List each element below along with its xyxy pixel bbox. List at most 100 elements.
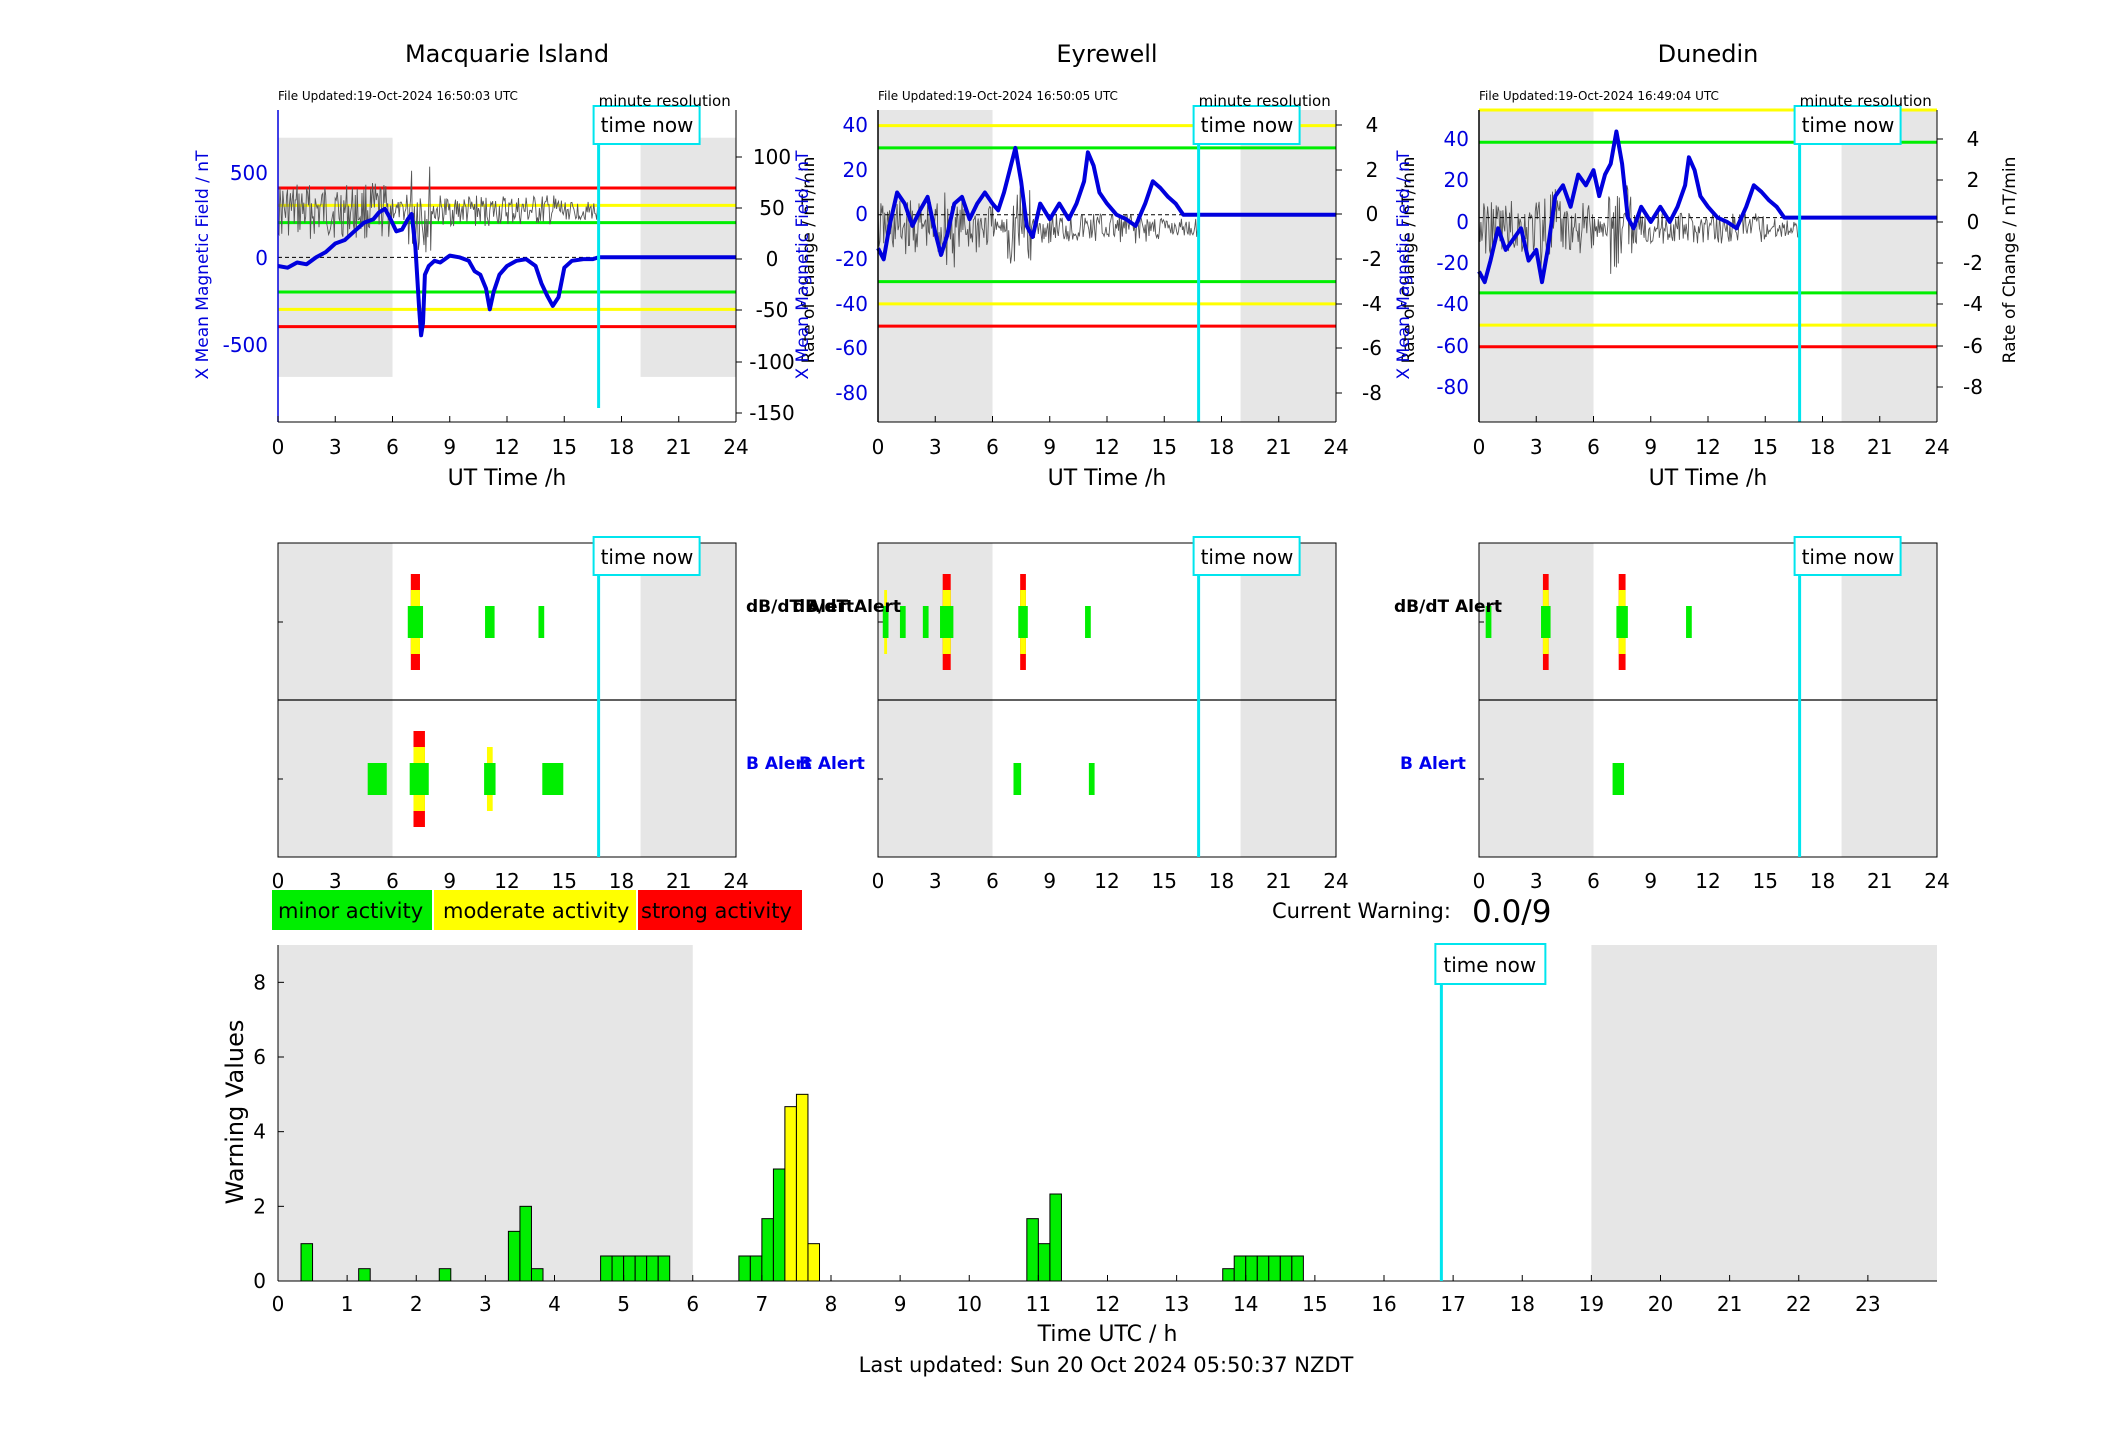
y-tick-left: -60 bbox=[1436, 334, 1469, 358]
y-tick-left: 0 bbox=[1456, 210, 1469, 234]
dbdt-alert-label: dB/dT Alert bbox=[793, 597, 901, 617]
x-tick-label: 21 bbox=[1266, 435, 1291, 459]
night-shade bbox=[878, 110, 993, 422]
x-tick-label: 0 bbox=[272, 869, 285, 893]
warning-bar-minor bbox=[1222, 1268, 1235, 1282]
x-tick-label: 12 bbox=[494, 869, 519, 893]
warning-bar-minor bbox=[438, 1268, 452, 1282]
b-alert-label: B Alert bbox=[799, 754, 865, 774]
x-tick-label: 21 bbox=[1717, 1292, 1742, 1316]
x-tick-label: 21 bbox=[1867, 435, 1892, 459]
warning-bar-moderate bbox=[784, 1106, 797, 1282]
warning-bar-minor bbox=[519, 1205, 532, 1282]
x-tick-label: 9 bbox=[1644, 435, 1657, 459]
magnetic-field-line bbox=[277, 206, 736, 338]
x-tick-label: 12 bbox=[494, 435, 519, 459]
x-tick-label: 22 bbox=[1786, 1292, 1811, 1316]
y-axis-label-left: X Mean Magnetic Field / nT bbox=[793, 150, 813, 380]
alert-bar-minor bbox=[1616, 606, 1628, 638]
warning-bar-minor bbox=[1245, 1255, 1258, 1282]
x-tick-label: 24 bbox=[1323, 869, 1348, 893]
dbdt-alert-label: dB/dT Alert bbox=[746, 597, 854, 617]
x-tick-label: 21 bbox=[666, 869, 691, 893]
x-tick-label: 16 bbox=[1371, 1292, 1396, 1316]
y-tick-label: 8 bbox=[253, 970, 266, 994]
legend-strong-swatch bbox=[638, 890, 802, 930]
x-tick-label: 1 bbox=[341, 1292, 354, 1316]
y-tick-left: -40 bbox=[835, 292, 868, 316]
y-tick-right: -100 bbox=[749, 350, 794, 374]
x-tick-label: 14 bbox=[1233, 1292, 1258, 1316]
x-tick-label: 6 bbox=[386, 435, 399, 459]
x-tick-label: 15 bbox=[1302, 1292, 1327, 1316]
y-axis-label-right: Rate of Change / nT/min bbox=[2000, 157, 2020, 364]
rate-of-change-line bbox=[877, 185, 1199, 268]
station-title: Dunedin bbox=[1658, 40, 1759, 68]
x-tick-label: 24 bbox=[1323, 435, 1348, 459]
alert-bar-minor bbox=[899, 606, 906, 638]
y-tick-right: 4 bbox=[1366, 113, 1379, 137]
time-now-box bbox=[592, 105, 701, 145]
warning-bar-minor bbox=[1026, 1218, 1039, 1282]
x-tick-label: 0 bbox=[272, 1292, 285, 1316]
warning-bar-minor bbox=[1256, 1255, 1270, 1282]
x-tick-label: 19 bbox=[1579, 1292, 1604, 1316]
warning-bar-moderate bbox=[807, 1243, 821, 1282]
y-tick-right: 0 bbox=[1967, 210, 1980, 234]
y-tick-left: 0 bbox=[855, 202, 868, 226]
current-warning-label: Current Warning: bbox=[1272, 899, 1451, 923]
x-tick-label: 3 bbox=[329, 435, 342, 459]
alert-bar-minor bbox=[1686, 606, 1692, 638]
warning-bar-minor bbox=[761, 1218, 774, 1282]
night-shade bbox=[1841, 110, 1937, 422]
x-tick-label: 9 bbox=[894, 1292, 907, 1316]
y-tick-right: 2 bbox=[1967, 168, 1980, 192]
x-tick-label: 13 bbox=[1164, 1292, 1189, 1316]
x-tick-label: 15 bbox=[1152, 435, 1177, 459]
file-updated-text: File Updated:19-Oct-2024 16:50:05 UTC bbox=[878, 89, 1118, 103]
alert-bar-minor bbox=[1013, 763, 1022, 795]
x-axis-label: UT Time /h bbox=[1048, 466, 1167, 491]
time-now-label: time now bbox=[601, 545, 694, 569]
time-now-label: time now bbox=[601, 113, 694, 137]
alert-bar-minor bbox=[367, 763, 387, 795]
x-tick-label: 24 bbox=[1924, 869, 1949, 893]
dbdt-alert-label: dB/dT Alert bbox=[1394, 597, 1502, 617]
y-tick-right: 2 bbox=[1366, 158, 1379, 182]
alert-panel: time now dB/dT Alert B Alert 0 3 6 9 12 15 18 21 24 bbox=[272, 536, 854, 893]
x-tick-label: 6 bbox=[1587, 869, 1600, 893]
warning-bar-minor bbox=[657, 1255, 671, 1282]
x-tick-label: 24 bbox=[1924, 435, 1949, 459]
y-tick-label: 4 bbox=[253, 1120, 266, 1144]
x-tick-label: 3 bbox=[479, 1292, 492, 1316]
y-tick-right: -4 bbox=[1963, 292, 1983, 316]
y-tick-right: 0 bbox=[1366, 202, 1379, 226]
x-tick-label: 9 bbox=[443, 869, 456, 893]
alert-bar-minor bbox=[1612, 763, 1625, 795]
y-tick-left: 40 bbox=[1444, 127, 1469, 151]
station-panel: Eyrewell File Updated:19-Oct-2024 16:50:0… bbox=[793, 40, 1419, 491]
alert-bar-minor bbox=[922, 606, 929, 638]
x-tick-label: 9 bbox=[1043, 869, 1056, 893]
y-tick-label: 0 bbox=[253, 1269, 266, 1293]
y-tick-left: -20 bbox=[1436, 251, 1469, 275]
x-tick-label: 0 bbox=[872, 435, 885, 459]
time-now-box bbox=[1192, 536, 1301, 576]
x-tick-label: 6 bbox=[986, 435, 999, 459]
warning-bar-minor bbox=[1049, 1193, 1062, 1282]
x-tick-label: 9 bbox=[1644, 869, 1657, 893]
alert-bar-minor bbox=[1541, 606, 1551, 638]
time-now-label: time now bbox=[1802, 113, 1895, 137]
file-updated-text: File Updated:19-Oct-2024 16:50:03 UTC bbox=[278, 89, 518, 103]
warning-bar-minor bbox=[507, 1230, 521, 1282]
time-now-box bbox=[1793, 536, 1902, 576]
x-tick-label: 3 bbox=[329, 869, 342, 893]
alert-bar-minor bbox=[1485, 606, 1492, 638]
y-tick-right: -150 bbox=[749, 401, 794, 425]
night-shade bbox=[278, 945, 693, 1281]
y-axis-label-right: Rate of Change / nT/min bbox=[1399, 157, 1419, 364]
x-tick-label: 8 bbox=[825, 1292, 838, 1316]
station-title: Eyrewell bbox=[1056, 40, 1157, 68]
x-tick-label: 18 bbox=[1810, 869, 1835, 893]
